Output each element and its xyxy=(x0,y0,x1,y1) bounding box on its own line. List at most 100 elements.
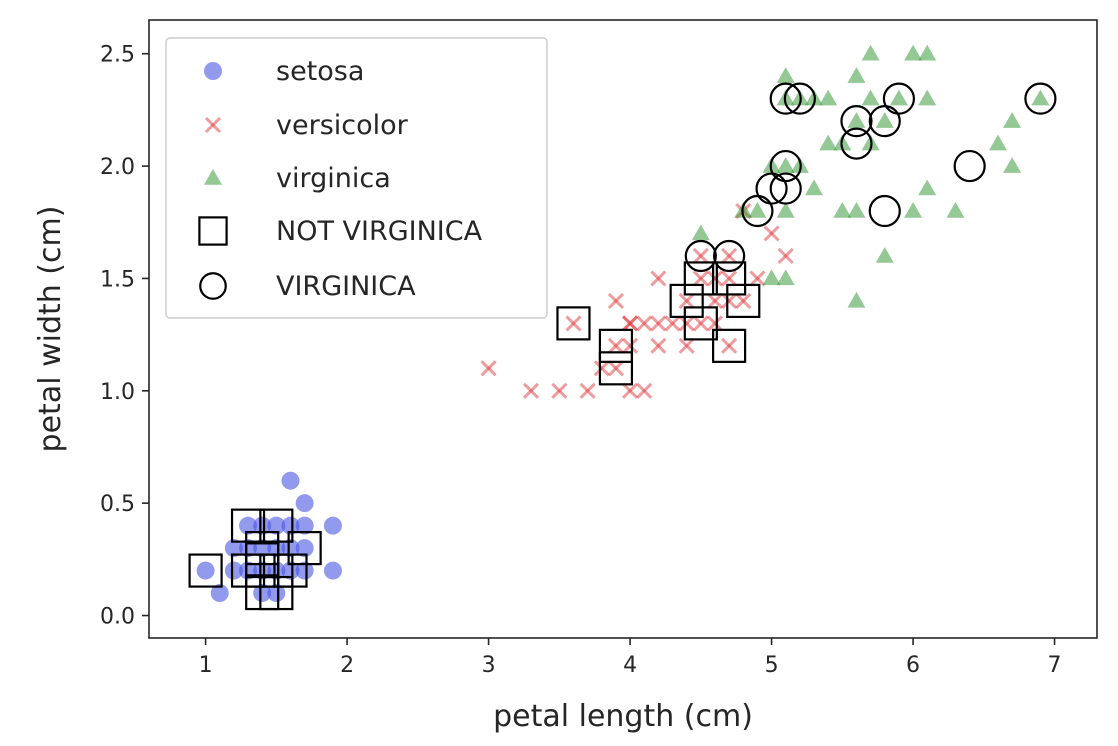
point-versicolor-stroke-b xyxy=(622,337,639,354)
series-not-virginica xyxy=(188,261,761,611)
x-tick-label: 5 xyxy=(765,653,779,678)
point-virginica xyxy=(953,149,986,183)
y-tick-label: 0.5 xyxy=(100,492,135,517)
point-versicolor xyxy=(721,247,738,265)
point-versicolor-stroke-b xyxy=(522,382,540,399)
point-versicolor xyxy=(721,292,738,309)
x-tick-label: 6 xyxy=(906,653,920,678)
point-virginica xyxy=(918,44,937,61)
point-virginica xyxy=(918,89,937,106)
legend-marker-virginica xyxy=(199,272,227,300)
point-virginica xyxy=(762,269,781,286)
point-versicolor xyxy=(565,315,582,332)
point-versicolor xyxy=(650,337,667,354)
point-versicolor xyxy=(607,337,624,354)
point-virginica xyxy=(875,112,894,128)
point-versicolor xyxy=(749,270,766,287)
point-not-virginica xyxy=(287,531,322,566)
point-virginica xyxy=(918,179,937,196)
point-versicolor-stroke-b xyxy=(721,292,738,309)
point-versicolor-stroke-b xyxy=(650,337,667,354)
legend-marker-virginica xyxy=(204,169,222,185)
point-virginica xyxy=(691,224,710,241)
point-virginica xyxy=(776,67,795,83)
point-virginica xyxy=(875,246,894,263)
point-versicolor-stroke-b xyxy=(565,315,582,332)
point-virginica xyxy=(769,172,802,205)
point-not-virginica xyxy=(188,553,223,588)
point-versicolor-stroke-b xyxy=(622,315,639,332)
point-setosa xyxy=(210,584,229,603)
point-not-virginica xyxy=(669,283,704,319)
point-versicolor-stroke-b xyxy=(593,360,610,377)
point-versicolor xyxy=(480,360,497,377)
point-setosa xyxy=(267,584,286,603)
point-versicolor xyxy=(650,270,667,287)
y-tick-label: 1.0 xyxy=(100,380,135,405)
point-virginica xyxy=(946,202,965,218)
point-not-virginica xyxy=(683,306,718,341)
point-versicolor-stroke-b xyxy=(480,360,497,377)
point-not-virginica xyxy=(598,328,634,363)
point-virginica xyxy=(776,202,795,218)
point-versicolor xyxy=(692,247,709,265)
point-setosa xyxy=(267,516,286,535)
point-setosa xyxy=(281,471,300,490)
legend-label-not-virginica: NOT VIRGINICA xyxy=(276,216,483,247)
point-versicolor-stroke-b xyxy=(678,292,695,309)
point-versicolor xyxy=(636,315,653,332)
point-setosa xyxy=(295,494,314,513)
point-versicolor-stroke-b xyxy=(721,247,738,265)
point-setosa xyxy=(239,516,258,535)
y-axis: 0.0 0.5 1.0 1.5 2.0 2.5 xyxy=(100,43,149,630)
point-versicolor-stroke-b xyxy=(678,315,695,332)
point-not-virginica xyxy=(712,328,747,363)
point-virginica xyxy=(805,179,824,196)
point-setosa xyxy=(295,539,314,558)
point-not-virginica xyxy=(683,261,718,296)
point-versicolor-stroke-b xyxy=(650,315,667,332)
legend-label-virginica: VIRGINICA xyxy=(276,271,416,302)
x-tick-label: 3 xyxy=(482,653,496,678)
x-axis-label: petal length (cm) xyxy=(493,699,753,734)
point-versicolor-stroke-b xyxy=(678,337,695,354)
point-versicolor-stroke-b xyxy=(692,270,709,287)
point-versicolor xyxy=(706,292,724,309)
point-not-virginica xyxy=(259,508,294,543)
legend-label-setosa: setosa xyxy=(276,56,364,87)
point-versicolor xyxy=(622,315,639,332)
point-virginica xyxy=(1003,112,1022,128)
point-virginica xyxy=(833,202,852,218)
point-versicolor-stroke-b xyxy=(636,382,653,399)
x-axis: 1 2 3 4 5 6 7 xyxy=(199,638,1062,678)
point-virginica xyxy=(819,89,838,106)
legend-label-virginica: virginica xyxy=(276,163,391,194)
point-versicolor-stroke-b xyxy=(777,247,794,265)
legend-label-versicolor: versicolor xyxy=(276,110,409,141)
point-versicolor xyxy=(678,337,695,354)
point-versicolor xyxy=(692,270,709,287)
point-setosa xyxy=(323,516,342,535)
point-virginica xyxy=(904,202,923,218)
point-setosa xyxy=(253,584,272,603)
point-not-virginica xyxy=(259,575,294,611)
legend-box xyxy=(165,37,548,319)
x-tick-label: 7 xyxy=(1048,653,1062,678)
point-virginica xyxy=(882,82,916,115)
point-virginica xyxy=(988,134,1007,151)
series-versicolor xyxy=(480,202,794,399)
point-setosa xyxy=(253,516,272,535)
point-versicolor-stroke-b xyxy=(636,315,653,332)
point-versicolor xyxy=(607,360,624,377)
point-virginica xyxy=(1031,89,1050,106)
point-versicolor xyxy=(664,315,681,332)
y-tick-label: 0.0 xyxy=(100,605,135,630)
point-not-virginica xyxy=(556,306,591,341)
plot-frame xyxy=(148,19,1098,639)
point-versicolor xyxy=(579,382,596,399)
point-versicolor-stroke-b xyxy=(706,315,724,332)
point-virginica xyxy=(769,82,802,115)
series-setosa xyxy=(196,471,342,603)
point-versicolor xyxy=(650,315,667,332)
point-versicolor xyxy=(692,315,709,332)
